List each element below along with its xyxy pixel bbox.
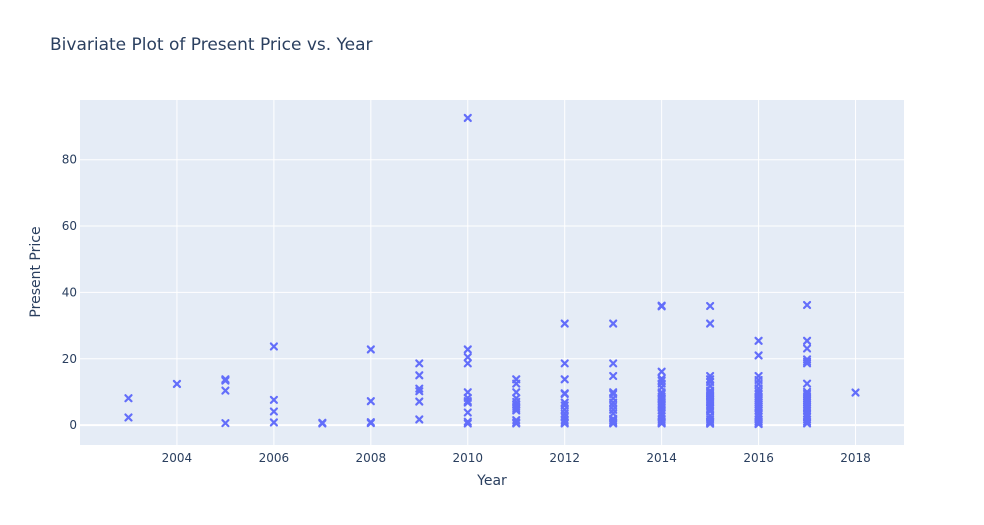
x-gridlines xyxy=(176,100,857,445)
x-tick-label: 2004 xyxy=(162,451,193,465)
data-point xyxy=(463,408,472,417)
data-point xyxy=(463,352,472,362)
data-point xyxy=(172,379,182,389)
data-point xyxy=(463,398,472,407)
data-point xyxy=(366,397,375,406)
data-point xyxy=(463,417,472,426)
data-point xyxy=(657,367,666,376)
y-axis-title: Present Price xyxy=(28,226,44,317)
x-tick-label: 2014 xyxy=(646,451,677,465)
data-point xyxy=(269,395,278,404)
y-tick-label: 80 xyxy=(62,153,77,167)
data-point xyxy=(657,302,666,311)
data-point xyxy=(609,359,618,368)
data-point xyxy=(366,345,375,354)
data-point xyxy=(609,371,618,381)
data-point xyxy=(512,404,521,413)
data-point xyxy=(512,406,521,415)
data-point xyxy=(560,359,569,368)
data-point xyxy=(512,379,521,388)
data-point xyxy=(463,359,472,368)
data-point xyxy=(512,388,521,397)
data-point xyxy=(560,375,569,384)
data-point xyxy=(802,359,812,368)
data-point xyxy=(124,413,133,422)
data-points xyxy=(124,113,860,429)
data-point xyxy=(657,419,666,428)
data-point xyxy=(802,336,812,345)
data-point xyxy=(706,419,715,428)
data-point xyxy=(802,344,812,353)
data-point xyxy=(609,388,618,397)
data-point xyxy=(609,419,618,428)
data-point xyxy=(802,379,812,388)
data-point xyxy=(221,376,230,385)
y-axis-ticks: 0 20 40 60 80 xyxy=(62,153,77,432)
data-point xyxy=(269,407,278,416)
data-point xyxy=(754,420,763,429)
data-point xyxy=(754,336,763,345)
data-point xyxy=(560,389,569,399)
data-point xyxy=(802,419,812,428)
data-point xyxy=(269,342,278,351)
plot-area xyxy=(80,100,904,445)
data-point xyxy=(802,417,812,426)
data-point xyxy=(463,113,472,123)
x-axis-title: Year xyxy=(476,473,507,489)
data-point xyxy=(269,418,278,427)
data-point xyxy=(851,388,860,397)
data-point xyxy=(415,415,424,424)
data-point xyxy=(463,419,472,428)
y-tick-label: 0 xyxy=(69,418,77,432)
y-gridlines xyxy=(80,159,904,427)
data-point xyxy=(124,394,133,403)
data-point xyxy=(463,388,472,397)
data-point xyxy=(706,301,715,311)
data-point xyxy=(366,419,375,428)
chart-title: Bivariate Plot of Present Price vs. Year xyxy=(50,35,373,55)
data-point xyxy=(706,404,715,413)
data-point xyxy=(221,419,230,428)
data-point xyxy=(463,345,472,354)
x-tick-label: 2012 xyxy=(549,451,580,465)
x-axis-ticks: 2004 2006 2008 2010 2012 2014 2016 2018 xyxy=(162,451,871,465)
y-tick-label: 20 xyxy=(62,352,77,366)
data-point xyxy=(560,319,569,328)
data-point xyxy=(221,386,230,395)
data-point xyxy=(802,357,812,366)
y-tick-label: 40 xyxy=(62,285,77,299)
y-tick-label: 60 xyxy=(62,219,77,233)
data-point xyxy=(415,371,424,380)
data-point xyxy=(706,319,715,328)
x-tick-label: 2016 xyxy=(743,451,774,465)
data-point xyxy=(802,300,812,310)
data-point xyxy=(560,419,569,428)
data-point xyxy=(415,359,424,368)
data-point xyxy=(415,387,424,396)
x-tick-label: 2008 xyxy=(356,451,387,465)
data-point xyxy=(415,397,424,406)
data-point xyxy=(318,419,327,428)
data-point xyxy=(754,351,763,360)
x-tick-label: 2010 xyxy=(452,451,483,465)
x-tick-label: 2006 xyxy=(259,451,290,465)
x-tick-label: 2018 xyxy=(840,451,871,465)
data-point xyxy=(512,419,521,428)
data-point xyxy=(609,319,618,328)
